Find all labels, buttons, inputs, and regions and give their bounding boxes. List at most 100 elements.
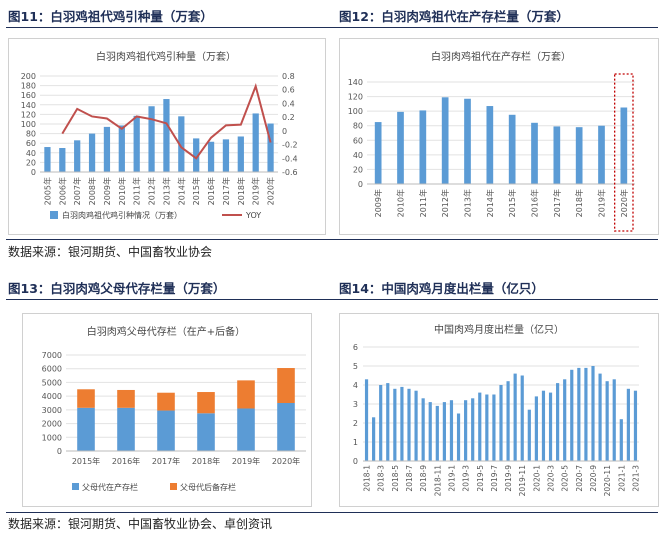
- chart-14-bar: [492, 394, 496, 461]
- chart-14-y-tick: 2: [353, 419, 358, 428]
- chart-14-bar: [393, 388, 397, 461]
- chart-13-x-tick: 2015年: [72, 456, 100, 466]
- chart-14-bar: [414, 390, 418, 461]
- chart-14-title: 中国肉鸡月度出栏量（亿只）: [434, 323, 564, 336]
- chart-11-x-tick: 2010年: [117, 177, 127, 205]
- chart-13-y-tick: 7000: [42, 351, 62, 360]
- chart-14-bar: [513, 373, 517, 461]
- chart-12-bar: [598, 125, 605, 184]
- chart-14-bar: [478, 392, 482, 461]
- chart-14-bar: [556, 383, 560, 461]
- chart-11-x-tick: 2005年: [42, 177, 52, 205]
- chart-12-x-tick: 2016年: [530, 189, 540, 217]
- chart-13-x-tick: 2017年: [152, 456, 180, 466]
- chart-14-x-tick: 2018-3: [377, 465, 386, 492]
- chart-11-x-tick: 2011年: [132, 177, 142, 205]
- chart-13-bar-reserve: [277, 368, 295, 403]
- chart-11-x-tick: 2019年: [251, 177, 261, 205]
- chart-14-bar: [364, 379, 369, 461]
- chart-12-bar: [374, 122, 382, 184]
- chart-12-y-tick: 40: [353, 151, 363, 160]
- chart-11-y-tick: 20: [26, 158, 36, 167]
- chart-14-x-tick: 2021-3: [631, 465, 640, 492]
- chart-14-bar: [577, 367, 581, 461]
- chart-11-y-tick: 80: [26, 130, 36, 139]
- chart-11-y-tick: 40: [26, 149, 36, 158]
- chart-14-bar: [435, 405, 439, 461]
- chart-14-x-tick: 2019-1: [447, 465, 456, 492]
- chart-13-x-tick: 2016年: [112, 456, 140, 466]
- chart-14-bar: [563, 379, 567, 461]
- chart-12-x-tick: 2012年: [440, 189, 450, 217]
- chart-11-bar: [163, 99, 170, 172]
- chart-12-bar: [575, 127, 583, 184]
- chart-13-x-tick: 2020年: [272, 456, 300, 466]
- chart-13-y-tick: 2000: [42, 420, 62, 429]
- chart-14-x-tick: 2019-7: [490, 465, 499, 492]
- chart-12-bar: [553, 126, 561, 184]
- chart-14-x-tick: 2018-11: [433, 465, 442, 497]
- chart-11-x-tick: 2017年: [221, 177, 231, 205]
- chart-13-bar-in-production: [237, 408, 255, 451]
- chart-11-y2-tick: 0.6: [282, 86, 295, 95]
- chart-12-x-tick: 2011年: [418, 189, 428, 217]
- chart-14-bar: [407, 388, 411, 461]
- chart-14-bar: [605, 381, 609, 461]
- data-source-bottom: 数据来源：银河期货、中国畜牧业协会、卓创资讯: [8, 517, 273, 531]
- chart-13-bar-in-production: [117, 407, 135, 451]
- chart-11-x-tick: 2016年: [206, 177, 216, 205]
- chart-13-y-tick: 3000: [42, 406, 62, 415]
- chart-14-bar: [584, 367, 588, 461]
- chart-14-x-tick: 2020-1: [532, 465, 541, 492]
- chart-12-y-tick: 60: [353, 136, 363, 145]
- chart-14-bar: [485, 394, 489, 461]
- chart-13: 白羽肉鸡父母代存栏（在产+后备） 0 1000 2000 3000 4000 5000 600…: [42, 325, 306, 492]
- chart-11-y2-tick: 0.4: [282, 99, 295, 108]
- chart-14-y-tick: 6: [353, 343, 358, 352]
- chart-14-x-tick: 2020-3: [547, 465, 556, 492]
- chart-11-bar: [178, 116, 185, 172]
- chart-14-bar: [598, 373, 602, 461]
- chart-11-x-tick: 2009年: [102, 177, 112, 205]
- chart-12-y-tick: 100: [348, 107, 363, 116]
- chart-11-y-tick: 100: [21, 120, 36, 129]
- chart-14-bar: [633, 390, 638, 461]
- chart-12-x-tick: 2018年: [574, 189, 584, 217]
- chart-11-y2-tick: -0.4: [282, 154, 298, 163]
- chart-14-bar: [421, 398, 425, 461]
- chart-11-y2-tick: -0.6: [282, 168, 298, 177]
- chart-13-legend-label-in-production: 父母代在产存栏: [82, 482, 138, 492]
- chart-13-bar-in-production: [277, 403, 295, 451]
- source-rule-bottom: [6, 512, 658, 513]
- chart-14-y-tick: 1: [353, 438, 358, 447]
- chart-14-bar: [464, 400, 468, 461]
- chart-13-y-tick: 5000: [42, 378, 62, 387]
- chart-11-bar: [193, 138, 200, 172]
- chart-11-legend-bar-label: 白羽肉鸡祖代鸡引种情况（万套）: [62, 210, 182, 220]
- chart-12-bar: [531, 122, 538, 184]
- chart-14-bar: [428, 402, 432, 461]
- chart-12-x-tick: 2017年: [552, 189, 562, 217]
- chart-14-bar: [570, 369, 574, 461]
- chart-14-bar: [386, 383, 390, 461]
- chart-11-y-tick: 140: [21, 101, 36, 110]
- chart-12-y-tick: 140: [348, 78, 363, 87]
- chart-13-y-tick: 6000: [42, 365, 62, 374]
- chart-12-bar: [486, 106, 494, 184]
- chart-11-y-tick: 120: [21, 110, 36, 119]
- chart-14-y-tick: 0: [353, 457, 358, 466]
- chart-12-y-tick: 0: [358, 180, 363, 189]
- chart-14-x-tick: 2019-5: [476, 465, 485, 492]
- chart-14-y-tick: 4: [353, 381, 358, 390]
- chart-14-x-tick: 2019-3: [462, 465, 471, 492]
- chart-13-bar-reserve: [157, 392, 175, 411]
- chart-12-x-tick: 2013年: [463, 189, 473, 217]
- chart-11-y-tick: 180: [21, 82, 36, 91]
- title-rule-top: [6, 27, 658, 28]
- chart-13-y-tick: 0: [57, 447, 62, 456]
- chart-12-x-tick: 2020年: [619, 189, 629, 217]
- chart-11-bar: [44, 147, 51, 172]
- chart-14-y-tick: 5: [353, 362, 358, 371]
- chart-12-frame: [339, 38, 659, 235]
- chart-11-y-tick: 200: [21, 72, 36, 81]
